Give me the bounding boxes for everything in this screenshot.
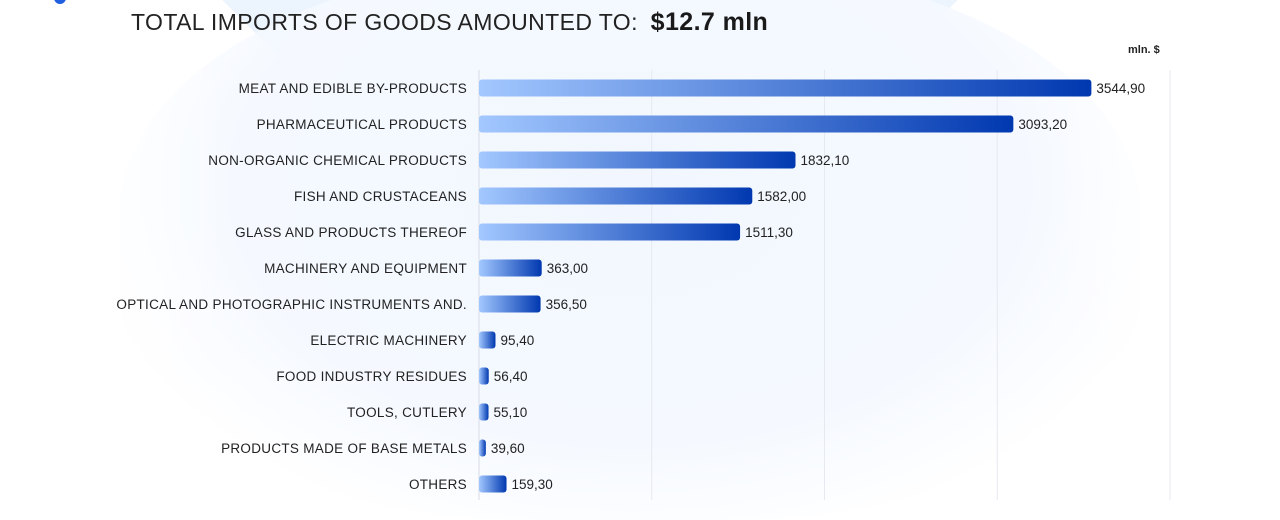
category-label: PHARMACEUTICAL PRODUCTS	[257, 117, 467, 132]
value-label: 3093,20	[1018, 117, 1067, 132]
bar-row: TOOLS, CUTLERY 55,10	[347, 403, 528, 421]
page-title: TOTAL IMPORTS OF GOODS AMOUNTED TO: $12.…	[131, 8, 768, 37]
value-label: 56,40	[494, 369, 528, 384]
bar	[479, 259, 542, 277]
category-label: FOOD INDUSTRY RESIDUES	[276, 369, 467, 384]
bar-row: OPTICAL AND PHOTOGRAPHIC INSTRUMENTS AND…	[116, 295, 587, 313]
logo-icon	[54, 0, 66, 4]
bar	[479, 223, 741, 241]
category-label: MACHINERY AND EQUIPMENT	[264, 261, 467, 276]
category-label: OPTICAL AND PHOTOGRAPHIC INSTRUMENTS AND…	[116, 297, 467, 312]
unit-label: mln. $	[1128, 44, 1160, 56]
bar	[479, 439, 486, 457]
category-label: TOOLS, CUTLERY	[347, 405, 467, 420]
bar	[479, 187, 753, 205]
category-label: GLASS AND PRODUCTS THEREOF	[235, 225, 467, 240]
title-prefix: TOTAL IMPORTS OF GOODS AMOUNTED TO:	[131, 9, 638, 35]
category-label: MEAT AND EDIBLE BY-PRODUCTS	[239, 81, 467, 96]
category-label: NON-ORGANIC CHEMICAL PRODUCTS	[208, 153, 467, 168]
value-label: 356,50	[546, 297, 587, 312]
category-label: FISH AND CRUSTACEANS	[294, 189, 467, 204]
value-label: 363,00	[547, 261, 588, 276]
value-label: 1511,30	[745, 225, 793, 240]
bar	[479, 295, 541, 313]
value-label: 39,60	[491, 441, 525, 456]
bar-row: MACHINERY AND EQUIPMENT 363,00	[264, 259, 588, 277]
category-label: PRODUCTS MADE OF BASE METALS	[221, 441, 467, 456]
bar	[479, 475, 507, 493]
value-label: 95,40	[500, 333, 534, 348]
bar-chart: MEAT AND EDIBLE BY-PRODUCTS 3544,90 PHARMA…	[116, 70, 1171, 500]
bar-row: MEAT AND EDIBLE BY-PRODUCTS 3544,90	[239, 79, 1145, 97]
value-label: 3544,90	[1096, 81, 1145, 96]
value-label: 1582,00	[757, 189, 806, 204]
value-label: 55,10	[494, 405, 528, 420]
bar-row: OTHERS 159,30	[409, 475, 553, 493]
bar	[479, 79, 1092, 97]
category-label: ELECTRIC MACHINERY	[310, 333, 467, 348]
bar	[479, 115, 1014, 133]
title-amount: $12.7 mln	[650, 8, 769, 36]
bar-row: FISH AND CRUSTACEANS 1582,00	[294, 187, 806, 205]
bar-row: PHARMACEUTICAL PRODUCTS 3093,20	[257, 115, 1067, 133]
bar	[479, 151, 796, 169]
bar	[479, 367, 489, 385]
bar	[479, 403, 489, 421]
bar	[479, 331, 496, 349]
bar-row: GLASS AND PRODUCTS THEREOF 1511,30	[235, 223, 793, 241]
value-label: 159,30	[512, 477, 553, 492]
bar-row: FOOD INDUSTRY RESIDUES 56,40	[276, 367, 528, 385]
value-label: 1832,10	[800, 153, 849, 168]
category-label: OTHERS	[409, 477, 467, 492]
bar-row: PRODUCTS MADE OF BASE METALS 39,60	[221, 439, 525, 457]
background-fade	[0, 30, 1280, 500]
bar-row: NON-ORGANIC CHEMICAL PRODUCTS 1832,10	[208, 151, 849, 169]
bar-row: ELECTRIC MACHINERY 95,40	[310, 331, 534, 349]
